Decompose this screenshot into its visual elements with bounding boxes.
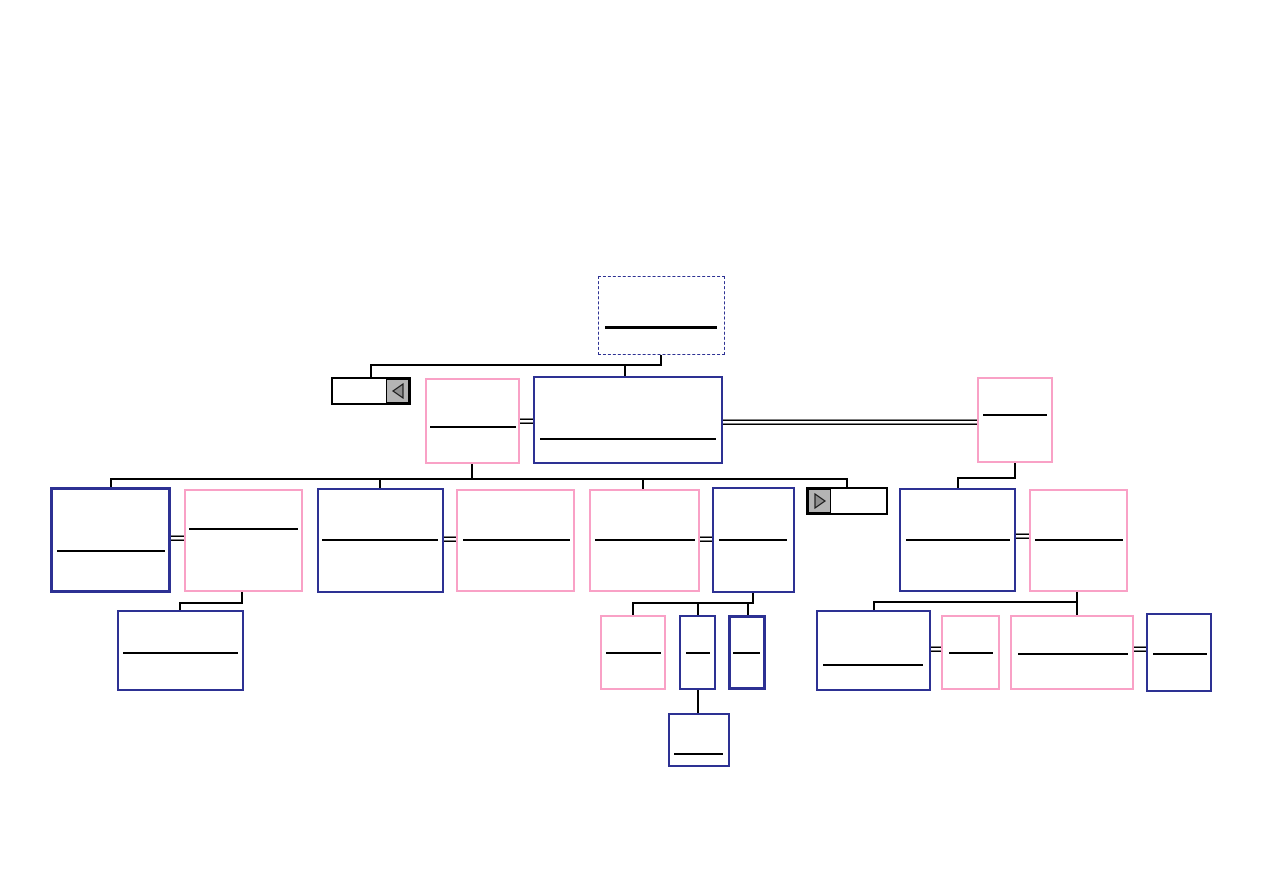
empty-name-line xyxy=(906,539,1010,541)
empty-name-line xyxy=(674,753,723,755)
more-siblings-left-box xyxy=(331,377,411,405)
right-triangle-icon xyxy=(813,492,826,510)
empty-name-line xyxy=(540,438,716,440)
empty-name-line xyxy=(57,550,165,552)
empty-name-line xyxy=(1153,653,1207,655)
empty-name-line xyxy=(189,528,298,530)
empty-name-line xyxy=(823,664,923,666)
person-box-child-3[interactable] xyxy=(589,489,700,592)
person-box-grandchild-6[interactable] xyxy=(1010,615,1134,690)
person-box-grandchild-5[interactable] xyxy=(816,610,931,691)
scroll-left-button[interactable] xyxy=(386,379,409,403)
empty-name-line xyxy=(430,426,516,428)
person-box-child-4[interactable] xyxy=(899,488,1016,592)
person-box-mother[interactable] xyxy=(425,378,520,464)
person-box-grandchild-6-spouse[interactable] xyxy=(1146,613,1212,692)
person-box-second-wife[interactable] xyxy=(977,377,1053,463)
scroll-right-button[interactable] xyxy=(808,489,831,513)
empty-name-line xyxy=(322,539,438,541)
empty-name-line xyxy=(949,652,993,654)
empty-name-line xyxy=(463,539,570,541)
empty-name-line xyxy=(123,652,238,654)
person-box-grandchild-4[interactable] xyxy=(728,615,766,690)
person-box-child-1[interactable] xyxy=(50,487,171,593)
person-box-child-2-spouse[interactable] xyxy=(456,489,575,592)
person-box-child-2[interactable] xyxy=(317,488,444,593)
person-box-grandchild-3[interactable] xyxy=(679,615,716,690)
empty-name-line xyxy=(606,652,661,654)
person-box-child-4-spouse[interactable] xyxy=(1029,489,1128,592)
empty-name-line xyxy=(605,326,717,329)
empty-name-line xyxy=(595,539,695,541)
left-triangle-icon xyxy=(391,382,404,400)
empty-name-line xyxy=(686,652,710,654)
person-box-father[interactable] xyxy=(533,376,723,464)
person-box-ancestor[interactable] xyxy=(598,276,725,355)
empty-name-line xyxy=(719,539,787,541)
person-box-great-grandchild-1[interactable] xyxy=(668,713,730,767)
empty-name-line xyxy=(983,414,1047,416)
person-box-child-3-spouse[interactable] xyxy=(712,487,795,593)
empty-name-line xyxy=(1035,539,1123,541)
person-box-grandchild-2[interactable] xyxy=(600,615,666,690)
empty-name-line xyxy=(733,652,760,654)
person-box-child-1-spouse[interactable] xyxy=(184,489,303,592)
person-box-grandchild-1[interactable] xyxy=(117,610,244,691)
more-siblings-right-box xyxy=(806,487,888,515)
person-box-grandchild-5-spouse[interactable] xyxy=(941,615,1000,690)
empty-name-line xyxy=(1018,653,1128,655)
